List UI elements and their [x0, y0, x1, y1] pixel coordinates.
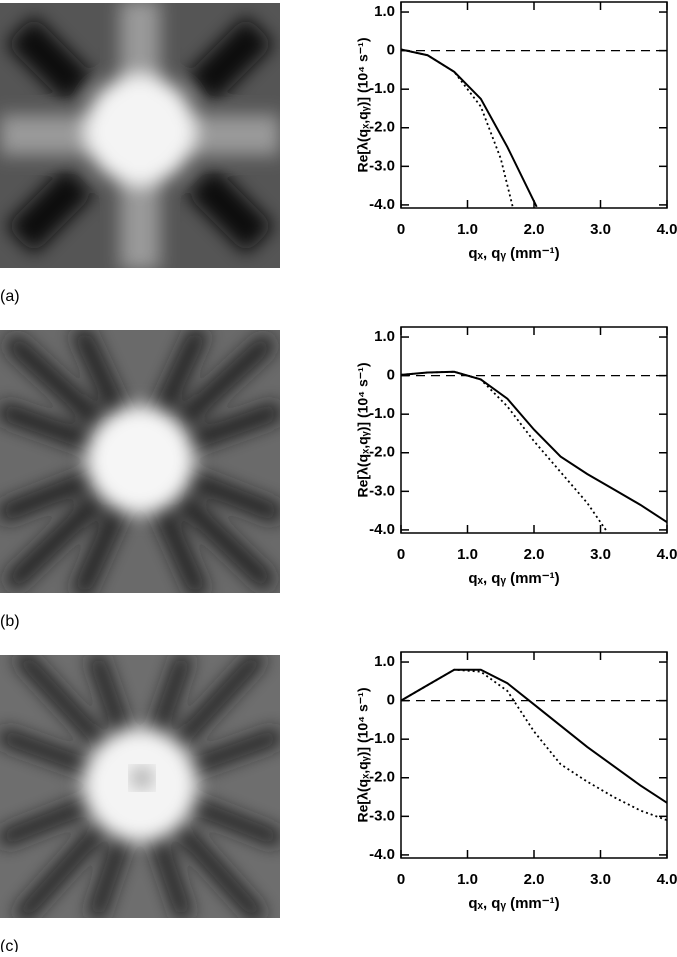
panel-label: (c)	[0, 938, 19, 952]
pattern-image	[0, 330, 280, 593]
x-tick-label: 4.0	[657, 546, 677, 563]
data-line	[400, 370, 668, 524]
panel-label: (a)	[0, 288, 20, 305]
x-tick-label: 3.0	[590, 221, 611, 238]
x-tick-label: 2.0	[524, 871, 545, 888]
y-tick-label: 0	[387, 367, 395, 384]
x-tick-label: 1.0	[457, 546, 478, 563]
plot-frame	[400, 651, 668, 859]
x-tick-label: 3.0	[590, 546, 611, 563]
x-axis-label: qₓ, qᵧ (mm⁻¹)	[468, 245, 559, 262]
data-line	[400, 370, 608, 533]
x-tick-label: 1.0	[457, 871, 478, 888]
x-tick-label: 3.0	[590, 871, 611, 888]
y-tick-label: -1.0	[369, 730, 395, 747]
data-line	[400, 48, 514, 208]
y-tick-label: 0	[387, 692, 395, 709]
data-line	[400, 668, 668, 804]
x-tick-label: 1.0	[457, 221, 478, 238]
plot-frame	[400, 1, 668, 209]
x-tick-label: 4.0	[657, 221, 677, 238]
y-tick-label: -3.0	[369, 482, 395, 499]
data-line	[400, 48, 538, 208]
x-tick-label: 0	[397, 871, 405, 888]
x-tick-label: 0	[397, 546, 405, 563]
pattern-image	[0, 655, 280, 918]
y-tick-label: -2.0	[369, 119, 395, 136]
y-tick-label: -4.0	[369, 521, 395, 538]
y-tick-label: 1.0	[374, 3, 395, 20]
y-tick-label: -3.0	[369, 157, 395, 174]
y-tick-label: 0	[387, 42, 395, 59]
x-axis-label: qₓ, qᵧ (mm⁻¹)	[468, 895, 559, 912]
panel-label: (b)	[0, 613, 20, 630]
x-tick-label: 2.0	[524, 221, 545, 238]
y-tick-label: -2.0	[369, 769, 395, 786]
y-tick-label: 1.0	[374, 328, 395, 345]
x-tick-label: 0	[397, 221, 405, 238]
y-tick-label: -3.0	[369, 807, 395, 824]
y-tick-label: -1.0	[369, 80, 395, 97]
y-tick-label: -1.0	[369, 405, 395, 422]
y-tick-label: -4.0	[369, 196, 395, 213]
y-tick-label: -4.0	[369, 846, 395, 863]
y-tick-label: -2.0	[369, 444, 395, 461]
y-tick-label: 1.0	[374, 653, 395, 670]
pattern-image	[0, 3, 280, 268]
data-line	[400, 668, 668, 822]
y-axis-label: Re[λ(qₓ,qᵧ)] (10⁴ s⁻¹)	[355, 38, 371, 173]
x-axis-label: qₓ, qᵧ (mm⁻¹)	[468, 570, 559, 587]
x-tick-label: 4.0	[657, 871, 677, 888]
x-tick-label: 2.0	[524, 546, 545, 563]
y-axis-label: Re[λ(qₓ,qᵧ)] (10⁴ s⁻¹)	[355, 363, 371, 498]
y-axis-label: Re[λ(qₓ,qᵧ)] (10⁴ s⁻¹)	[355, 688, 371, 823]
